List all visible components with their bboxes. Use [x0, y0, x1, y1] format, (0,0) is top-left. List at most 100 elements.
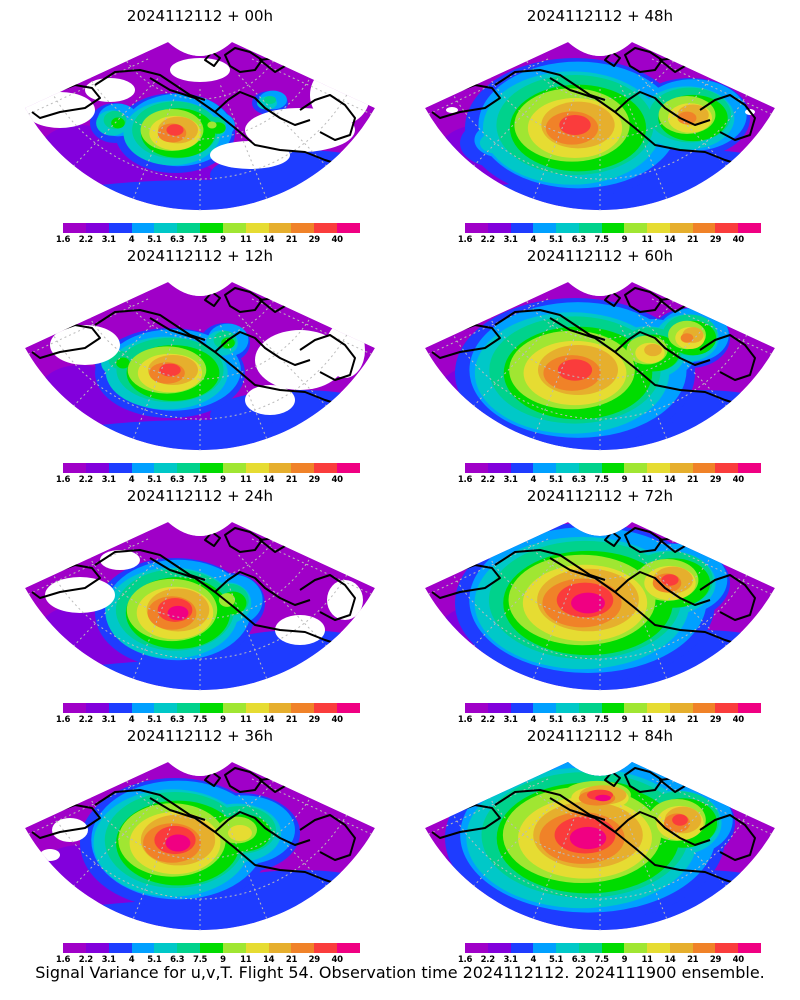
colorbar-swatch: [222, 223, 246, 233]
graticule-meridian: [510, 325, 580, 451]
colorbar-label: 3.1: [503, 715, 518, 725]
colorbar-label: 11: [641, 235, 654, 245]
colorbar-label: 3.1: [503, 955, 518, 965]
colorbar-swatch: [108, 223, 132, 233]
graticule-meridian: [638, 554, 768, 689]
colorbar-label: 11: [641, 955, 654, 965]
missing-data-region: [40, 849, 60, 861]
colorbar-label: 4: [530, 235, 537, 245]
coastline: [224, 287, 263, 313]
colorbar-swatch: [200, 223, 223, 233]
colorbar-label: 40: [331, 475, 344, 485]
colorbar-swatch: [85, 703, 109, 713]
colorbar-label: 11: [641, 475, 654, 485]
colorbar-swatch: [669, 703, 693, 713]
coastline: [299, 334, 356, 381]
colorbar-swatch: [533, 943, 557, 953]
map-panel: 2024112112 + 48h 1.6 2.2 3.1 4 5.1 6.3 7.5 9 11 14…: [400, 0, 800, 245]
colorbar-label: 4: [128, 475, 135, 485]
contour-region: [571, 592, 605, 614]
missing-data-region: [50, 325, 120, 365]
panel-title: 2024112112 + 00h: [126, 7, 274, 25]
colorbar-swatch: [154, 463, 178, 473]
colorbar-swatch: [738, 223, 761, 233]
colorbar-label: 5.1: [147, 715, 162, 725]
map-panel: 2024112112 + 12h 1.6 2.2 3.1 4 5.1 6.3 7.5 9 11 14…: [0, 240, 400, 485]
coastline: [699, 574, 756, 621]
colorbar-label: 1.6: [457, 235, 473, 245]
colorbar-label: 29: [308, 955, 321, 965]
colorbar-swatch: [245, 703, 269, 713]
colorbar-label: 40: [732, 715, 745, 725]
coastline: [699, 334, 756, 381]
colorbar-swatch: [108, 463, 132, 473]
colorbar-swatch: [578, 943, 602, 953]
colorbar-swatch: [715, 703, 739, 713]
graticule-meridian: [638, 74, 768, 209]
colorbar-swatch: [533, 463, 557, 473]
variance-map: [25, 762, 375, 931]
colorbar-swatch: [465, 223, 488, 233]
coastline: [744, 547, 769, 571]
coastline: [344, 307, 369, 331]
graticule-meridian: [238, 74, 368, 209]
colorbar-swatch: [738, 463, 761, 473]
colorbar-label: 2.2: [480, 235, 495, 245]
graticule-meridian: [110, 85, 180, 211]
graticule-meridian: [32, 314, 162, 449]
colorbar-swatch: [715, 463, 739, 473]
colorbar-swatch: [222, 943, 246, 953]
graticule-meridian: [620, 325, 690, 451]
colorbar-label: 5.1: [147, 235, 162, 245]
colorbar-label: 1.6: [55, 715, 71, 725]
colorbar-swatch: [578, 223, 602, 233]
colorbar-swatch: [556, 703, 579, 713]
colorbar-swatch: [200, 463, 223, 473]
colorbar-swatch: [268, 703, 292, 713]
colorbar-label: 3.1: [101, 955, 116, 965]
graticule-meridian: [432, 794, 562, 929]
contour-region: [264, 96, 276, 104]
coastline: [344, 547, 369, 571]
graticule-meridian: [432, 314, 562, 449]
colorbar-label: 9: [220, 715, 226, 725]
colorbar-label: 29: [308, 715, 321, 725]
colorbar-swatch: [268, 223, 292, 233]
coastline: [494, 309, 606, 341]
coastline: [699, 814, 756, 861]
colorbar-label: 21: [285, 955, 298, 965]
coastline: [94, 549, 206, 581]
colorbar-swatch: [601, 703, 625, 713]
colorbar-label: 6.3: [170, 715, 185, 725]
graticule-meridian: [510, 565, 580, 691]
colorbar-label: 5.1: [147, 955, 162, 965]
colorbar-label: 14: [664, 475, 676, 485]
colorbar-swatch: [177, 703, 201, 713]
coastline: [494, 789, 606, 821]
colorbar-label: 21: [687, 955, 699, 965]
colorbar-swatch: [245, 943, 269, 953]
colorbar-label: 14: [262, 235, 275, 245]
panel-title: 2024112112 + 36h: [126, 727, 274, 745]
graticule-parallel: [429, 522, 771, 660]
colorbar-swatch: [647, 223, 670, 233]
coastline: [214, 91, 311, 126]
coastline: [624, 527, 663, 553]
coastline: [214, 811, 311, 846]
contour-region: [221, 337, 235, 349]
colorbar-swatch: [669, 943, 693, 953]
variance-map: [425, 522, 775, 691]
coastline: [224, 527, 263, 553]
panel-title: 2024112112 + 72h: [526, 487, 674, 505]
colorbar-swatch: [692, 223, 716, 233]
colorbar-label: 29: [709, 715, 722, 725]
graticule-meridian: [32, 794, 162, 929]
coastline: [224, 47, 263, 73]
coastline: [344, 67, 369, 91]
coastline: [744, 67, 769, 91]
contour-region: [557, 359, 593, 381]
colorbar-label: 7.5: [192, 475, 208, 485]
colorbar-swatch: [578, 463, 602, 473]
missing-data-region: [325, 322, 365, 378]
colorbar-label: 2.2: [78, 955, 93, 965]
